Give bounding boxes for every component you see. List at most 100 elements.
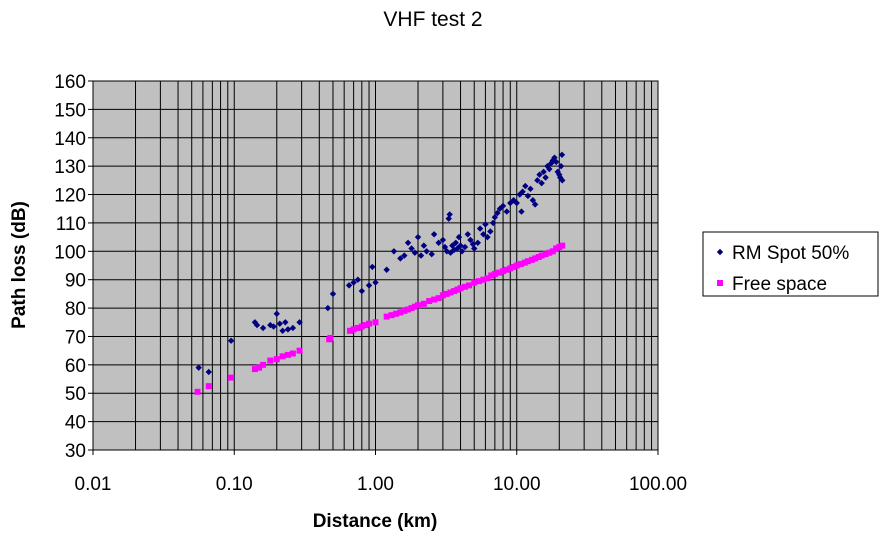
data-points bbox=[194, 151, 566, 395]
x-tick-label: 10.00 bbox=[493, 474, 541, 495]
data-point bbox=[531, 201, 539, 208]
data-point bbox=[411, 249, 419, 256]
y-tick-label: 90 bbox=[65, 271, 86, 292]
data-point bbox=[558, 151, 566, 158]
data-point bbox=[267, 357, 274, 364]
data-point bbox=[260, 361, 267, 368]
data-point bbox=[461, 283, 468, 290]
data-point bbox=[435, 239, 442, 246]
data-point bbox=[532, 255, 539, 262]
y-tick-label: 150 bbox=[54, 100, 86, 121]
data-point bbox=[491, 271, 498, 278]
data-point bbox=[451, 288, 458, 295]
y-tick-label: 130 bbox=[54, 157, 86, 178]
data-point bbox=[401, 252, 408, 259]
data-point bbox=[476, 225, 484, 232]
data-point bbox=[345, 282, 353, 289]
data-point bbox=[450, 246, 458, 254]
data-point bbox=[279, 327, 286, 334]
data-point bbox=[276, 320, 283, 327]
data-point bbox=[205, 383, 212, 390]
data-point bbox=[542, 174, 549, 181]
data-point bbox=[454, 286, 461, 293]
data-point bbox=[499, 202, 507, 210]
data-point bbox=[527, 185, 534, 193]
data-point bbox=[358, 323, 365, 330]
data-point bbox=[474, 239, 482, 246]
data-point bbox=[529, 197, 537, 204]
data-point bbox=[408, 245, 415, 252]
y-tick-label: 160 bbox=[54, 72, 86, 93]
data-point bbox=[480, 276, 487, 283]
data-point bbox=[284, 351, 291, 358]
data-point bbox=[524, 192, 532, 200]
data-point bbox=[279, 353, 286, 360]
legend-label: RM Spot 50% bbox=[732, 243, 849, 264]
data-point bbox=[521, 259, 528, 266]
data-point bbox=[259, 324, 267, 332]
data-point bbox=[557, 162, 565, 170]
data-point bbox=[518, 208, 525, 215]
data-point bbox=[397, 309, 404, 316]
data-point bbox=[549, 248, 556, 255]
data-point bbox=[227, 337, 235, 344]
data-point bbox=[538, 179, 545, 187]
data-point bbox=[484, 275, 491, 282]
data-point bbox=[431, 296, 438, 303]
data-point bbox=[559, 242, 566, 249]
data-point bbox=[496, 269, 503, 276]
data-point bbox=[480, 231, 487, 238]
data-point bbox=[471, 279, 478, 286]
data-point bbox=[420, 300, 427, 307]
data-point bbox=[494, 209, 501, 217]
data-point bbox=[383, 266, 390, 273]
data-point bbox=[405, 306, 412, 313]
data-point bbox=[439, 292, 446, 299]
data-point bbox=[513, 262, 520, 269]
data-point bbox=[414, 233, 422, 241]
data-point bbox=[428, 250, 435, 258]
y-tick-label: 80 bbox=[65, 299, 86, 320]
data-point bbox=[270, 323, 277, 330]
data-point bbox=[372, 279, 379, 286]
data-point bbox=[435, 295, 442, 302]
data-point bbox=[553, 245, 560, 252]
data-point bbox=[507, 265, 514, 272]
data-point bbox=[439, 236, 447, 244]
y-tick-label: 50 bbox=[65, 384, 86, 405]
data-point bbox=[452, 239, 459, 246]
data-point bbox=[195, 364, 202, 371]
legend: RM Spot 50% Free space bbox=[702, 231, 879, 297]
data-point bbox=[369, 263, 376, 271]
data-point bbox=[503, 266, 510, 273]
data-point bbox=[347, 327, 354, 334]
data-point bbox=[447, 289, 454, 296]
data-point bbox=[457, 285, 464, 292]
x-tick-label: 1.00 bbox=[357, 474, 394, 495]
data-point bbox=[546, 249, 553, 256]
data-point bbox=[273, 310, 280, 317]
y-tick-label: 40 bbox=[65, 413, 86, 434]
data-point bbox=[488, 272, 495, 279]
data-point bbox=[519, 188, 526, 195]
data-point bbox=[510, 263, 517, 270]
x-tick-label: 0.10 bbox=[216, 474, 253, 495]
legend-box bbox=[702, 231, 879, 297]
data-point bbox=[522, 182, 529, 190]
data-point bbox=[324, 304, 332, 312]
data-point bbox=[401, 307, 408, 314]
data-point bbox=[500, 268, 507, 275]
chart-title: VHF test 2 bbox=[383, 8, 482, 31]
data-point bbox=[536, 171, 543, 178]
data-point bbox=[372, 319, 379, 326]
data-point bbox=[256, 364, 263, 371]
data-point bbox=[415, 302, 422, 309]
x-axis-title: Distance (km) bbox=[313, 511, 438, 532]
data-point bbox=[455, 233, 463, 241]
x-tick-label: 100.00 bbox=[629, 474, 687, 495]
data-point bbox=[194, 388, 201, 395]
data-point bbox=[540, 168, 547, 176]
data-point bbox=[464, 231, 471, 238]
x-axis-ticks: 0.01 0.10 1.00 10.00 100.00 bbox=[75, 450, 687, 495]
